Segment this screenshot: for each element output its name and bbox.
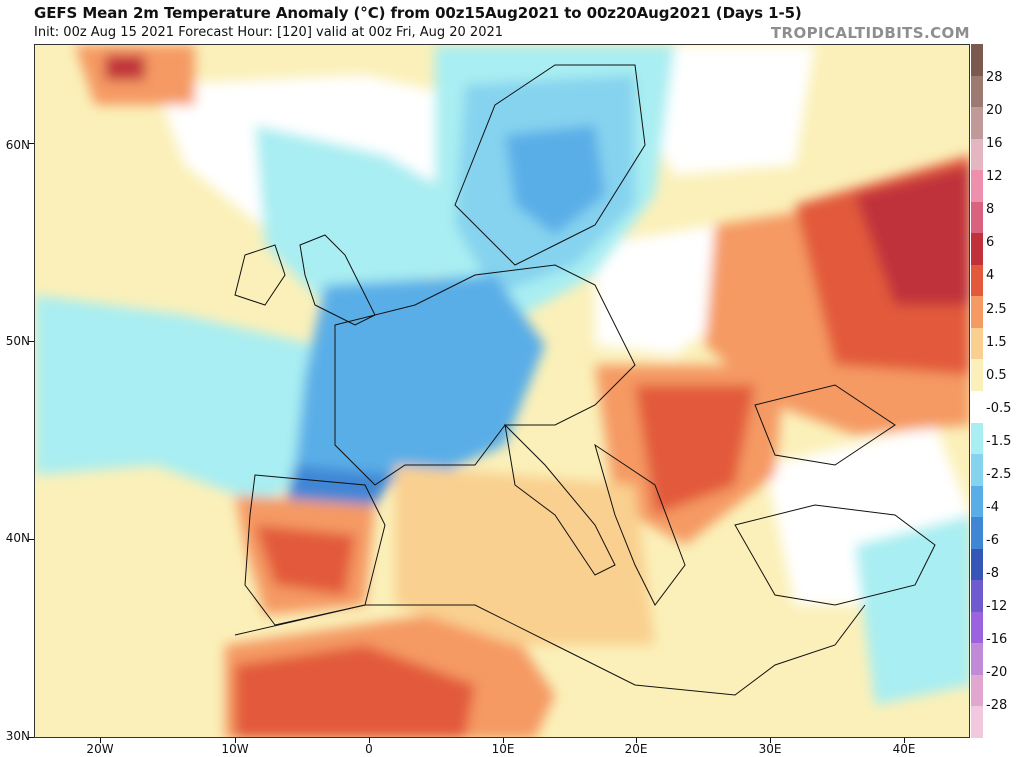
lat-label-30n: 30N <box>5 729 30 743</box>
legend-swatch <box>971 485 983 518</box>
lon-tick <box>235 738 236 743</box>
coast-ireland <box>234 244 286 306</box>
legend-label: -1.5 <box>986 433 1012 449</box>
legend-label: 6 <box>986 235 995 251</box>
lon-tick <box>503 738 504 743</box>
anomaly-map-svg <box>35 45 969 737</box>
legend-swatch <box>971 233 983 266</box>
legend-swatch <box>971 170 983 203</box>
legend-swatch <box>971 517 983 550</box>
lat-tick <box>28 737 34 738</box>
lat-tick <box>28 143 34 144</box>
hot-zone-romania <box>635 385 755 515</box>
lon-tick <box>636 738 637 743</box>
legend-label: 0.5 <box>986 367 1007 383</box>
chart-title: GEFS Mean 2m Temperature Anomaly (°C) fr… <box>34 4 802 22</box>
coast-balkans <box>594 443 686 606</box>
legend-swatch <box>971 422 983 455</box>
lat-label-50n: 50N <box>5 334 30 348</box>
legend-swatch <box>971 611 983 644</box>
legend-label: -0.5 <box>986 400 1012 416</box>
legend-label: 16 <box>986 136 1003 152</box>
lat-tick <box>28 539 34 540</box>
hot-zone-iceland <box>105 55 145 80</box>
legend-label: -8 <box>986 565 999 581</box>
lon-tick <box>100 738 101 743</box>
anomaly-map <box>34 44 970 738</box>
legend-label: 2.5 <box>986 301 1007 317</box>
legend-label: -6 <box>986 532 999 548</box>
legend-label: 1.5 <box>986 334 1007 350</box>
lon-tick <box>369 738 370 743</box>
legend-label: 28 <box>986 70 1003 86</box>
warm-zone-mediterranean <box>395 465 655 645</box>
coast-scandinavia <box>454 64 646 266</box>
neutral-zone-finland <box>635 45 815 175</box>
legend-label: -2.5 <box>986 466 1012 482</box>
legend-swatch <box>971 296 983 329</box>
legend-swatch <box>971 201 983 234</box>
coastlines <box>234 64 936 696</box>
cool-zone-pyrenees <box>285 465 395 505</box>
hot-zone-spain <box>255 525 355 595</box>
legend-label: -4 <box>986 499 999 515</box>
legend-swatch <box>971 107 983 140</box>
legend-label: -28 <box>986 698 1008 714</box>
lon-tick <box>904 738 905 743</box>
lon-label-0: 0 <box>365 742 373 756</box>
legend-swatch <box>971 75 983 108</box>
legend-label: 8 <box>986 202 995 218</box>
cool-zone-france-germany <box>295 275 545 485</box>
coast-great-britain <box>299 234 376 326</box>
lat-label-40n: 40N <box>5 531 30 545</box>
anomaly-field <box>35 45 969 737</box>
legend-swatch <box>971 580 983 613</box>
latitude-axis: 60N 50N 40N 30N <box>0 44 34 743</box>
hot-zone-sahara <box>235 645 475 737</box>
legend-swatch <box>971 327 983 360</box>
color-legend: 28 20 16 12 8 6 4 2.5 1.5 0.5 -0.5 -1.5 -2.5 -4 -6 -8 -1… <box>970 44 1024 739</box>
coast-west-europe <box>334 264 636 486</box>
legend-swatch <box>971 674 983 707</box>
coast-turkey <box>734 504 936 606</box>
longitude-axis: 20W 10W 0 10E 20E 30E 40E <box>34 738 970 757</box>
legend-swatch <box>971 264 983 297</box>
very-hot-zone-russia <box>855 165 969 305</box>
legend-label: 4 <box>986 268 995 284</box>
legend-label: -16 <box>986 631 1008 647</box>
cool-zone-uk <box>255 125 455 315</box>
lon-label-30e: 30E <box>758 742 782 756</box>
legend-swatch <box>971 706 983 739</box>
legend-label: -12 <box>986 598 1008 614</box>
lon-tick <box>770 738 771 743</box>
legend-label: 20 <box>986 103 1003 119</box>
legend-swatch <box>971 454 983 487</box>
legend-swatch <box>971 548 983 581</box>
legend-swatch <box>971 44 983 77</box>
lon-label-10e: 10E <box>491 742 515 756</box>
legend-swatch <box>971 359 983 392</box>
legend-swatch <box>971 391 983 424</box>
legend-label: -20 <box>986 665 1008 681</box>
coast-black-sea <box>754 384 896 466</box>
lon-label-20e: 20E <box>624 742 648 756</box>
legend-swatch <box>971 643 983 676</box>
cool-zone-atlantic <box>35 295 335 505</box>
lat-tick <box>28 341 34 342</box>
lat-label-60n: 60N <box>5 138 30 152</box>
brand-watermark: TROPICALTIDBITS.COM <box>770 24 970 42</box>
lon-label-10w: 10W <box>221 742 249 756</box>
legend-label: 12 <box>986 169 1003 185</box>
lon-label-40e: 40E <box>892 742 916 756</box>
legend-swatch <box>971 138 983 171</box>
coast-north-africa <box>234 604 866 696</box>
coast-italy <box>504 423 616 576</box>
lon-label-20w: 20W <box>86 742 114 756</box>
cool-zone-sweden <box>505 125 605 235</box>
chart-subtitle: Init: 00z Aug 15 2021 Forecast Hour: [12… <box>34 25 504 40</box>
cool-zone-middle-east <box>855 515 969 705</box>
